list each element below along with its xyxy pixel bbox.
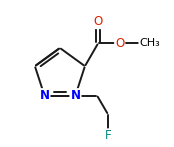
Text: N: N: [70, 89, 80, 102]
Text: O: O: [115, 37, 124, 50]
Text: N: N: [39, 89, 49, 102]
Text: CH₃: CH₃: [140, 38, 160, 48]
Text: O: O: [93, 15, 103, 28]
Text: F: F: [105, 129, 111, 142]
